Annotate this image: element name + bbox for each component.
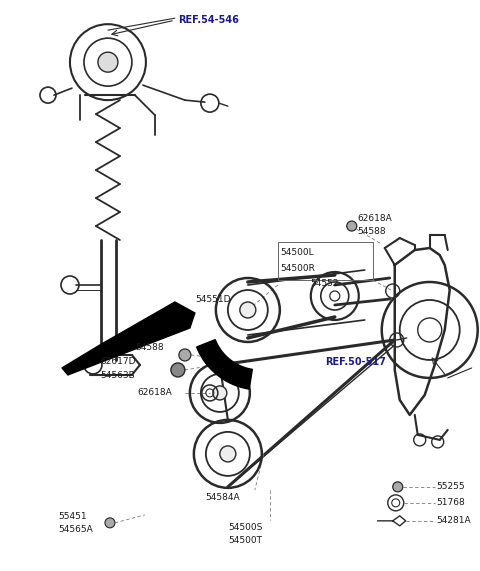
Text: 54551D: 54551D: [195, 295, 230, 304]
Circle shape: [171, 363, 185, 377]
Text: 54584A: 54584A: [205, 493, 240, 502]
Text: 62617D: 62617D: [100, 357, 135, 367]
Text: 54500L: 54500L: [280, 247, 313, 256]
Text: 54588: 54588: [135, 344, 164, 352]
Text: 54563B: 54563B: [100, 372, 135, 380]
Text: 55451: 55451: [58, 512, 86, 521]
Circle shape: [98, 52, 118, 72]
Text: 62618A: 62618A: [137, 388, 172, 397]
Circle shape: [179, 349, 191, 361]
Circle shape: [240, 302, 256, 318]
Text: REF.54-546: REF.54-546: [178, 15, 239, 25]
Text: 54500T: 54500T: [228, 536, 262, 545]
Text: 54500S: 54500S: [228, 524, 262, 532]
Polygon shape: [197, 340, 252, 389]
Circle shape: [213, 386, 227, 400]
Text: REF.50-517: REF.50-517: [325, 357, 386, 367]
Circle shape: [105, 518, 115, 528]
Circle shape: [220, 446, 236, 462]
Text: 51768: 51768: [437, 498, 466, 508]
Text: 54281A: 54281A: [437, 516, 471, 525]
Circle shape: [393, 482, 403, 492]
Text: 54565A: 54565A: [58, 525, 93, 534]
Text: 54500R: 54500R: [280, 263, 315, 272]
Text: 62618A: 62618A: [358, 214, 393, 223]
Text: 54588: 54588: [358, 227, 386, 235]
Text: 54552: 54552: [310, 279, 338, 288]
Text: 55255: 55255: [437, 482, 465, 492]
Circle shape: [347, 221, 357, 231]
Polygon shape: [62, 302, 195, 375]
